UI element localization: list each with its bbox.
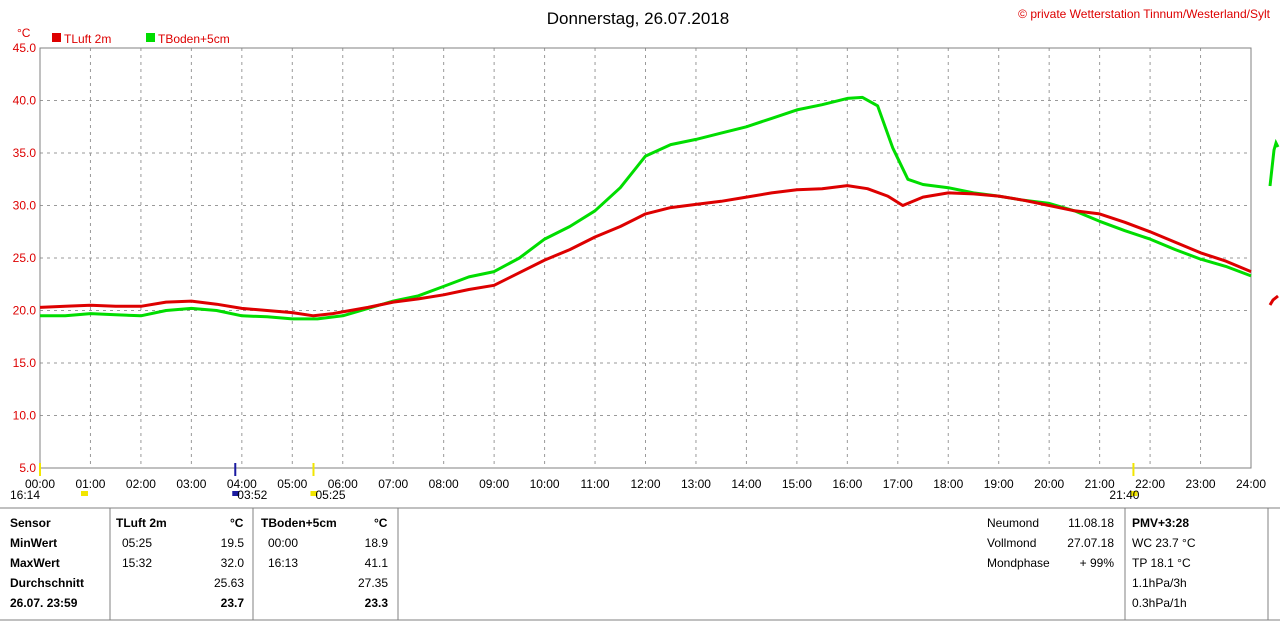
event-marker — [310, 491, 318, 496]
next-day-preview — [1268, 138, 1280, 306]
moon-phase-label: Mondphase — [987, 556, 1050, 570]
legend-swatch-tboden — [146, 33, 155, 42]
moon-phase-value: + 99% — [1079, 556, 1114, 570]
x-tick-label: 09:00 — [479, 477, 509, 491]
tboden-header: TBoden+5cm — [261, 516, 337, 530]
tluft-max-value: 32.0 — [220, 556, 244, 570]
event-marker — [81, 491, 88, 496]
tboden-min-value: 18.9 — [364, 536, 388, 550]
new-moon-date: 11.08.18 — [1068, 516, 1114, 530]
x-tick-label: 23:00 — [1186, 477, 1216, 491]
x-tick-label: 05:00 — [277, 477, 307, 491]
copyright-note: © private Wetterstation Tinnum/Westerlan… — [1018, 7, 1271, 21]
chart-grid — [40, 48, 1251, 468]
legend-label-tboden: TBoden+5cm — [158, 32, 230, 46]
max-label: MaxWert — [10, 556, 60, 570]
series-line-tboden — [40, 95, 1252, 321]
full-moon-label: Vollmond — [987, 536, 1037, 550]
x-tick-label: 14:00 — [731, 477, 761, 491]
new-moon-label: Neumond — [987, 516, 1040, 530]
event-label: 05:25 — [315, 488, 345, 502]
tluft-min-time: 05:25 — [122, 536, 153, 550]
pmv-value: PMV+3:28 — [1132, 516, 1190, 530]
event-marker — [232, 491, 240, 496]
avg-label: Durchschnitt — [10, 576, 85, 590]
x-tick-label: 11:00 — [580, 477, 609, 491]
x-axis-ticks: 00:00 01:00 02:00 03:00 04:00 05:00 06:00 07:00… — [25, 477, 1266, 491]
tluft-unit: °C — [230, 516, 244, 530]
y-tick-label: 35.0 — [13, 146, 37, 160]
y-tick-label: 5.0 — [19, 461, 36, 475]
full-moon-date: 27.07.18 — [1067, 536, 1114, 550]
event-label: 16:14 — [10, 488, 40, 502]
x-tick-label: 18:00 — [933, 477, 963, 491]
y-tick-label: 45.0 — [13, 41, 37, 55]
x-tick-label: 03:00 — [176, 477, 206, 491]
tluft-header: TLuft 2m — [116, 516, 167, 530]
event-label: 03:52 — [237, 488, 267, 502]
x-tick-label: 24:00 — [1236, 477, 1266, 491]
y-axis-ticks: 5.0 10.0 15.0 20.0 25.0 30.0 35.0 40.0 45.0 — [13, 41, 37, 475]
y-tick-label: 40.0 — [13, 94, 37, 108]
x-tick-label: 15:00 — [782, 477, 812, 491]
event-markers: 16:14 03:52 05:25 21:40 — [10, 463, 1140, 502]
event-marker — [1130, 491, 1138, 496]
tluft-min-value: 19.5 — [220, 536, 244, 550]
sensor-header: Sensor — [10, 516, 51, 530]
x-tick-label: 04:00 — [227, 477, 257, 491]
pressure-3h-value: 1.1hPa/3h — [1132, 576, 1187, 590]
legend: TLuft 2m TBoden+5cm — [52, 32, 230, 46]
y-tick-label: 30.0 — [13, 199, 37, 213]
y-tick-label: 15.0 — [13, 356, 37, 370]
tboden-average: 27.35 — [357, 576, 388, 590]
x-tick-label: 17:00 — [883, 477, 913, 491]
windchill-value: WC 23.7 °C — [1132, 536, 1196, 550]
legend-label-tluft: TLuft 2m — [64, 32, 111, 46]
x-tick-label: 00:00 — [25, 477, 55, 491]
x-tick-label: 02:00 — [126, 477, 156, 491]
current-label: 26.07. 23:59 — [10, 596, 78, 610]
tboden-min-time: 00:00 — [268, 536, 299, 550]
x-tick-label: 07:00 — [378, 477, 408, 491]
legend-swatch-tluft — [52, 33, 61, 42]
tboden-max-time: 16:13 — [268, 556, 299, 570]
event-label: 21:40 — [1109, 488, 1139, 502]
x-tick-label: 16:00 — [832, 477, 862, 491]
y-tick-label: 10.0 — [13, 409, 37, 423]
tluft-max-time: 15:32 — [122, 556, 153, 570]
series-lines — [39, 95, 1252, 321]
x-tick-label: 13:00 — [681, 477, 711, 491]
x-tick-label: 19:00 — [984, 477, 1014, 491]
tboden-unit: °C — [374, 516, 388, 530]
min-label: MinWert — [10, 536, 58, 550]
chart-title: Donnerstag, 26.07.2018 — [547, 9, 729, 28]
tboden-current: 23.3 — [364, 596, 388, 610]
tluft-average: 25.63 — [213, 576, 244, 590]
pressure-1h-value: 0.3hPa/1h — [1132, 596, 1187, 610]
tluft-current: 23.7 — [220, 596, 244, 610]
x-tick-label: 12:00 — [630, 477, 660, 491]
x-tick-label: 21:00 — [1085, 477, 1115, 491]
x-tick-label: 06:00 — [328, 477, 358, 491]
y-tick-label: 25.0 — [13, 251, 37, 265]
y-tick-label: 20.0 — [13, 304, 37, 318]
dewpoint-value: TP 18.1 °C — [1132, 556, 1191, 570]
plot-frame — [39, 47, 1252, 469]
x-tick-label: 22:00 — [1135, 477, 1165, 491]
stats-table-lines — [0, 507, 1280, 621]
series-line-tluft — [39, 184, 1252, 318]
tboden-max-value: 41.1 — [364, 556, 388, 570]
x-tick-label: 08:00 — [429, 477, 459, 491]
x-tick-label: 10:00 — [530, 477, 560, 491]
y-axis-unit: °C — [17, 26, 31, 40]
x-tick-label: 01:00 — [75, 477, 105, 491]
x-tick-label: 20:00 — [1034, 477, 1064, 491]
